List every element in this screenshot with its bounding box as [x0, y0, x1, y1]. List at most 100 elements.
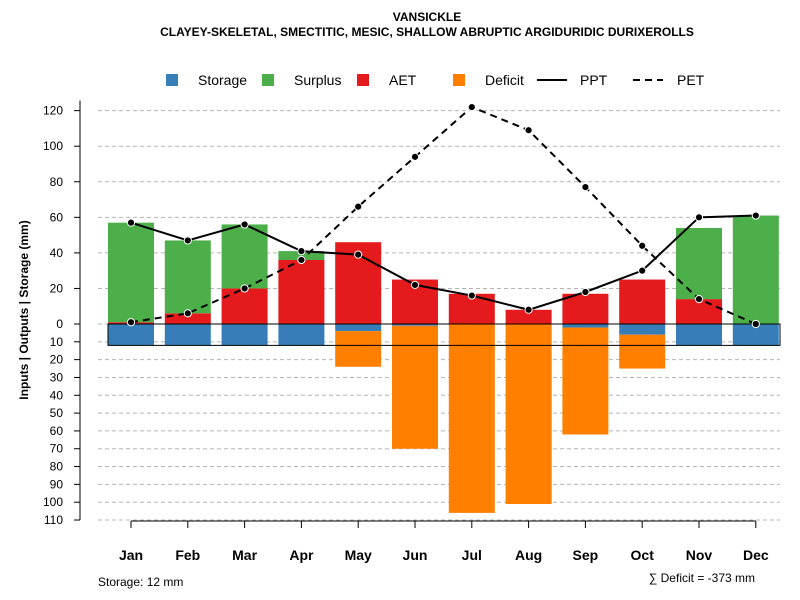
bar-storage-dec: [732, 324, 779, 346]
point-pet-may: [354, 202, 363, 211]
bar-deficit-jul: [448, 324, 495, 513]
y-tick-label: 100: [43, 139, 63, 153]
point-ppt-mar: [240, 220, 249, 229]
bar-storage-jan: [108, 324, 154, 346]
y-tick-label: 40: [50, 246, 64, 260]
x-tick-label-jul: Jul: [462, 547, 482, 563]
chart-title: VANSICKLE: [393, 10, 461, 24]
bar-storage-apr: [278, 324, 325, 346]
point-pet-jan: [126, 318, 136, 327]
point-ppt-oct: [638, 266, 647, 275]
point-ppt-jan: [126, 218, 136, 227]
axes: 0 20 40 60 80 100 120 10 20 30 40 50 60 70 80 90 100 110 J…: [43, 100, 769, 563]
x-tick-label-aug: Aug: [515, 547, 542, 563]
y-tick-label: 80: [50, 175, 64, 189]
x-tick-label-oct: Oct: [631, 547, 655, 563]
line-ppt: [130, 214, 756, 311]
point-ppt-sep: [581, 287, 590, 297]
bar-surplus-dec: [732, 215, 779, 324]
point-pet-jun: [410, 152, 420, 161]
legend-swatch-surplus: [262, 74, 274, 86]
x-tick-label-apr: Apr: [289, 547, 314, 563]
bar-aet-apr: [278, 259, 325, 324]
y-tick-label: 120: [43, 104, 63, 118]
series-lines: [126, 102, 760, 329]
y-tick-label: 50: [50, 406, 64, 420]
point-ppt-apr: [297, 247, 306, 256]
bar-surplus-apr: [278, 251, 325, 260]
x-tick-label-mar: Mar: [232, 547, 257, 563]
point-pet-apr: [297, 255, 306, 265]
point-pet-aug: [524, 126, 533, 135]
bar-aet-oct: [619, 279, 666, 324]
y-tick-label: 90: [50, 477, 64, 491]
legend-label-ppt: PPT: [580, 72, 608, 88]
point-pet-sep: [581, 182, 590, 192]
bar-surplus-mar: [221, 224, 268, 289]
x-tick-label-jan: Jan: [119, 547, 143, 563]
storage-capacity-box: [107, 323, 781, 346]
point-pet-oct: [638, 241, 647, 250]
y-tick-label: 20: [50, 353, 64, 367]
bar-aet-mar: [221, 288, 268, 324]
bar-storage-nov: [676, 324, 722, 346]
legend-swatch-aet: [357, 74, 369, 86]
point-pet-jul: [467, 102, 476, 112]
gridlines: [98, 110, 780, 521]
legend-label-storage: Storage: [198, 72, 247, 88]
bar-surplus-jan: [108, 222, 154, 323]
y-tick-label: 60: [50, 424, 64, 438]
bar-storage-may: [335, 324, 382, 332]
bar-storage-feb: [164, 324, 211, 346]
bar-deficit-aug: [505, 324, 552, 504]
legend: Storage Surplus AET Deficit PPT PET: [166, 72, 705, 88]
x-tick-label-may: May: [345, 547, 372, 563]
x-tick-label-jun: Jun: [403, 547, 428, 563]
bars: [107, 215, 781, 513]
point-ppt-dec: [751, 211, 760, 220]
bar-storage-sep: [562, 324, 609, 328]
legend-label-surplus: Surplus: [294, 72, 341, 88]
chart-subtitle: CLAYEY-SKELETAL, SMECTITIC, MESIC, SHALL…: [160, 25, 694, 39]
bar-deficit-jun: [392, 325, 438, 449]
y-tick-label: 80: [50, 460, 64, 474]
point-ppt-aug: [524, 305, 533, 314]
x-tick-label-feb: Feb: [175, 547, 200, 563]
point-ppt-may: [354, 250, 363, 259]
y-tick-label: 110: [44, 513, 63, 527]
y-tick-label: 20: [50, 281, 64, 295]
bar-surplus-feb: [164, 240, 211, 314]
point-pet-dec: [751, 319, 760, 329]
bar-deficit-oct: [619, 334, 666, 369]
point-ppt-jul: [467, 291, 476, 300]
point-ppt-nov: [694, 213, 704, 222]
legend-swatch-deficit: [453, 74, 465, 86]
y-tick-label: 0: [56, 317, 63, 331]
x-tick-label-dec: Dec: [743, 547, 769, 563]
y-tick-label: 40: [50, 388, 64, 402]
bar-storage-oct: [619, 324, 666, 335]
bar-aet-nov: [676, 299, 722, 324]
point-pet-mar: [240, 284, 249, 293]
bar-storage-mar: [221, 324, 268, 346]
bar-aet-sep: [562, 293, 609, 324]
y-tick-label: 10: [50, 335, 64, 349]
point-ppt-jun: [410, 280, 420, 289]
bar-storage-jun: [392, 324, 438, 326]
bar-deficit-may: [335, 331, 382, 367]
point-pet-nov: [694, 295, 704, 304]
y-tick-label: 60: [50, 210, 64, 224]
storage-note: Storage: 12 mm: [98, 575, 183, 589]
legend-label-aet: AET: [389, 72, 417, 88]
legend-label-deficit: Deficit: [485, 72, 524, 88]
bar-deficit-sep: [562, 327, 609, 435]
y-tick-label: 100: [43, 495, 63, 509]
y-tick-label: 30: [50, 370, 64, 384]
y-axis-label: Inputs | Outputs | Storage (mm): [17, 220, 31, 399]
point-pet-feb: [183, 309, 192, 318]
legend-swatch-storage: [166, 74, 178, 86]
line-pet: [130, 105, 757, 325]
x-tick-label-nov: Nov: [686, 547, 713, 563]
bar-surplus-nov: [676, 227, 722, 300]
